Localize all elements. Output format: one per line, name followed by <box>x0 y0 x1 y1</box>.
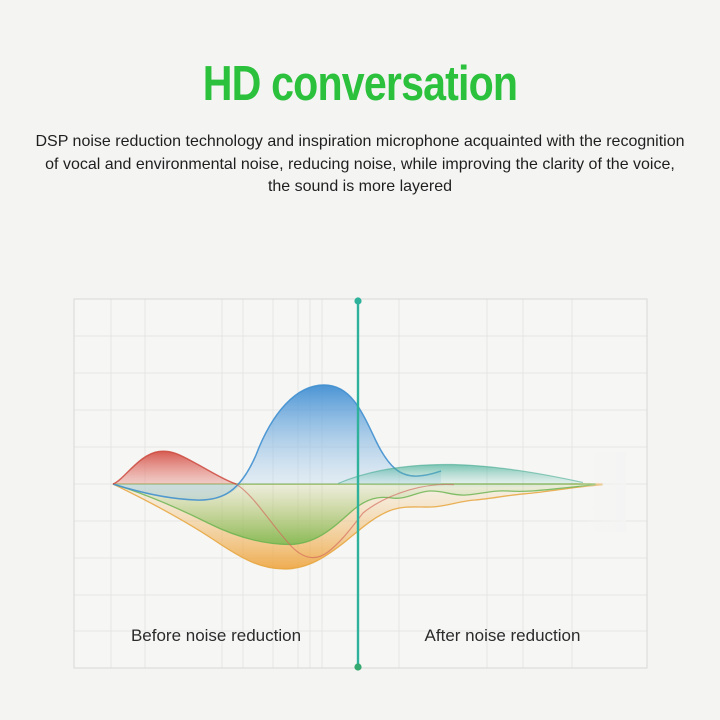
red-wave-line <box>112 450 237 485</box>
teal-band-line <box>337 463 584 485</box>
after-noise-reduction-label: After noise reduction <box>424 626 581 645</box>
teal-band-fill <box>338 464 583 488</box>
before-noise-reduction-label: Before noise reduction <box>130 626 302 645</box>
green-wave <box>112 483 596 546</box>
page-title: HD conversation <box>202 57 518 111</box>
description-text: DSP noise reduction technology and inspi… <box>35 133 685 195</box>
divider-top-dot <box>354 297 362 305</box>
divider-bottom-dot <box>354 663 362 671</box>
divider-line <box>354 297 362 671</box>
red-wave-fill <box>113 451 236 484</box>
wave-fade <box>576 452 626 532</box>
